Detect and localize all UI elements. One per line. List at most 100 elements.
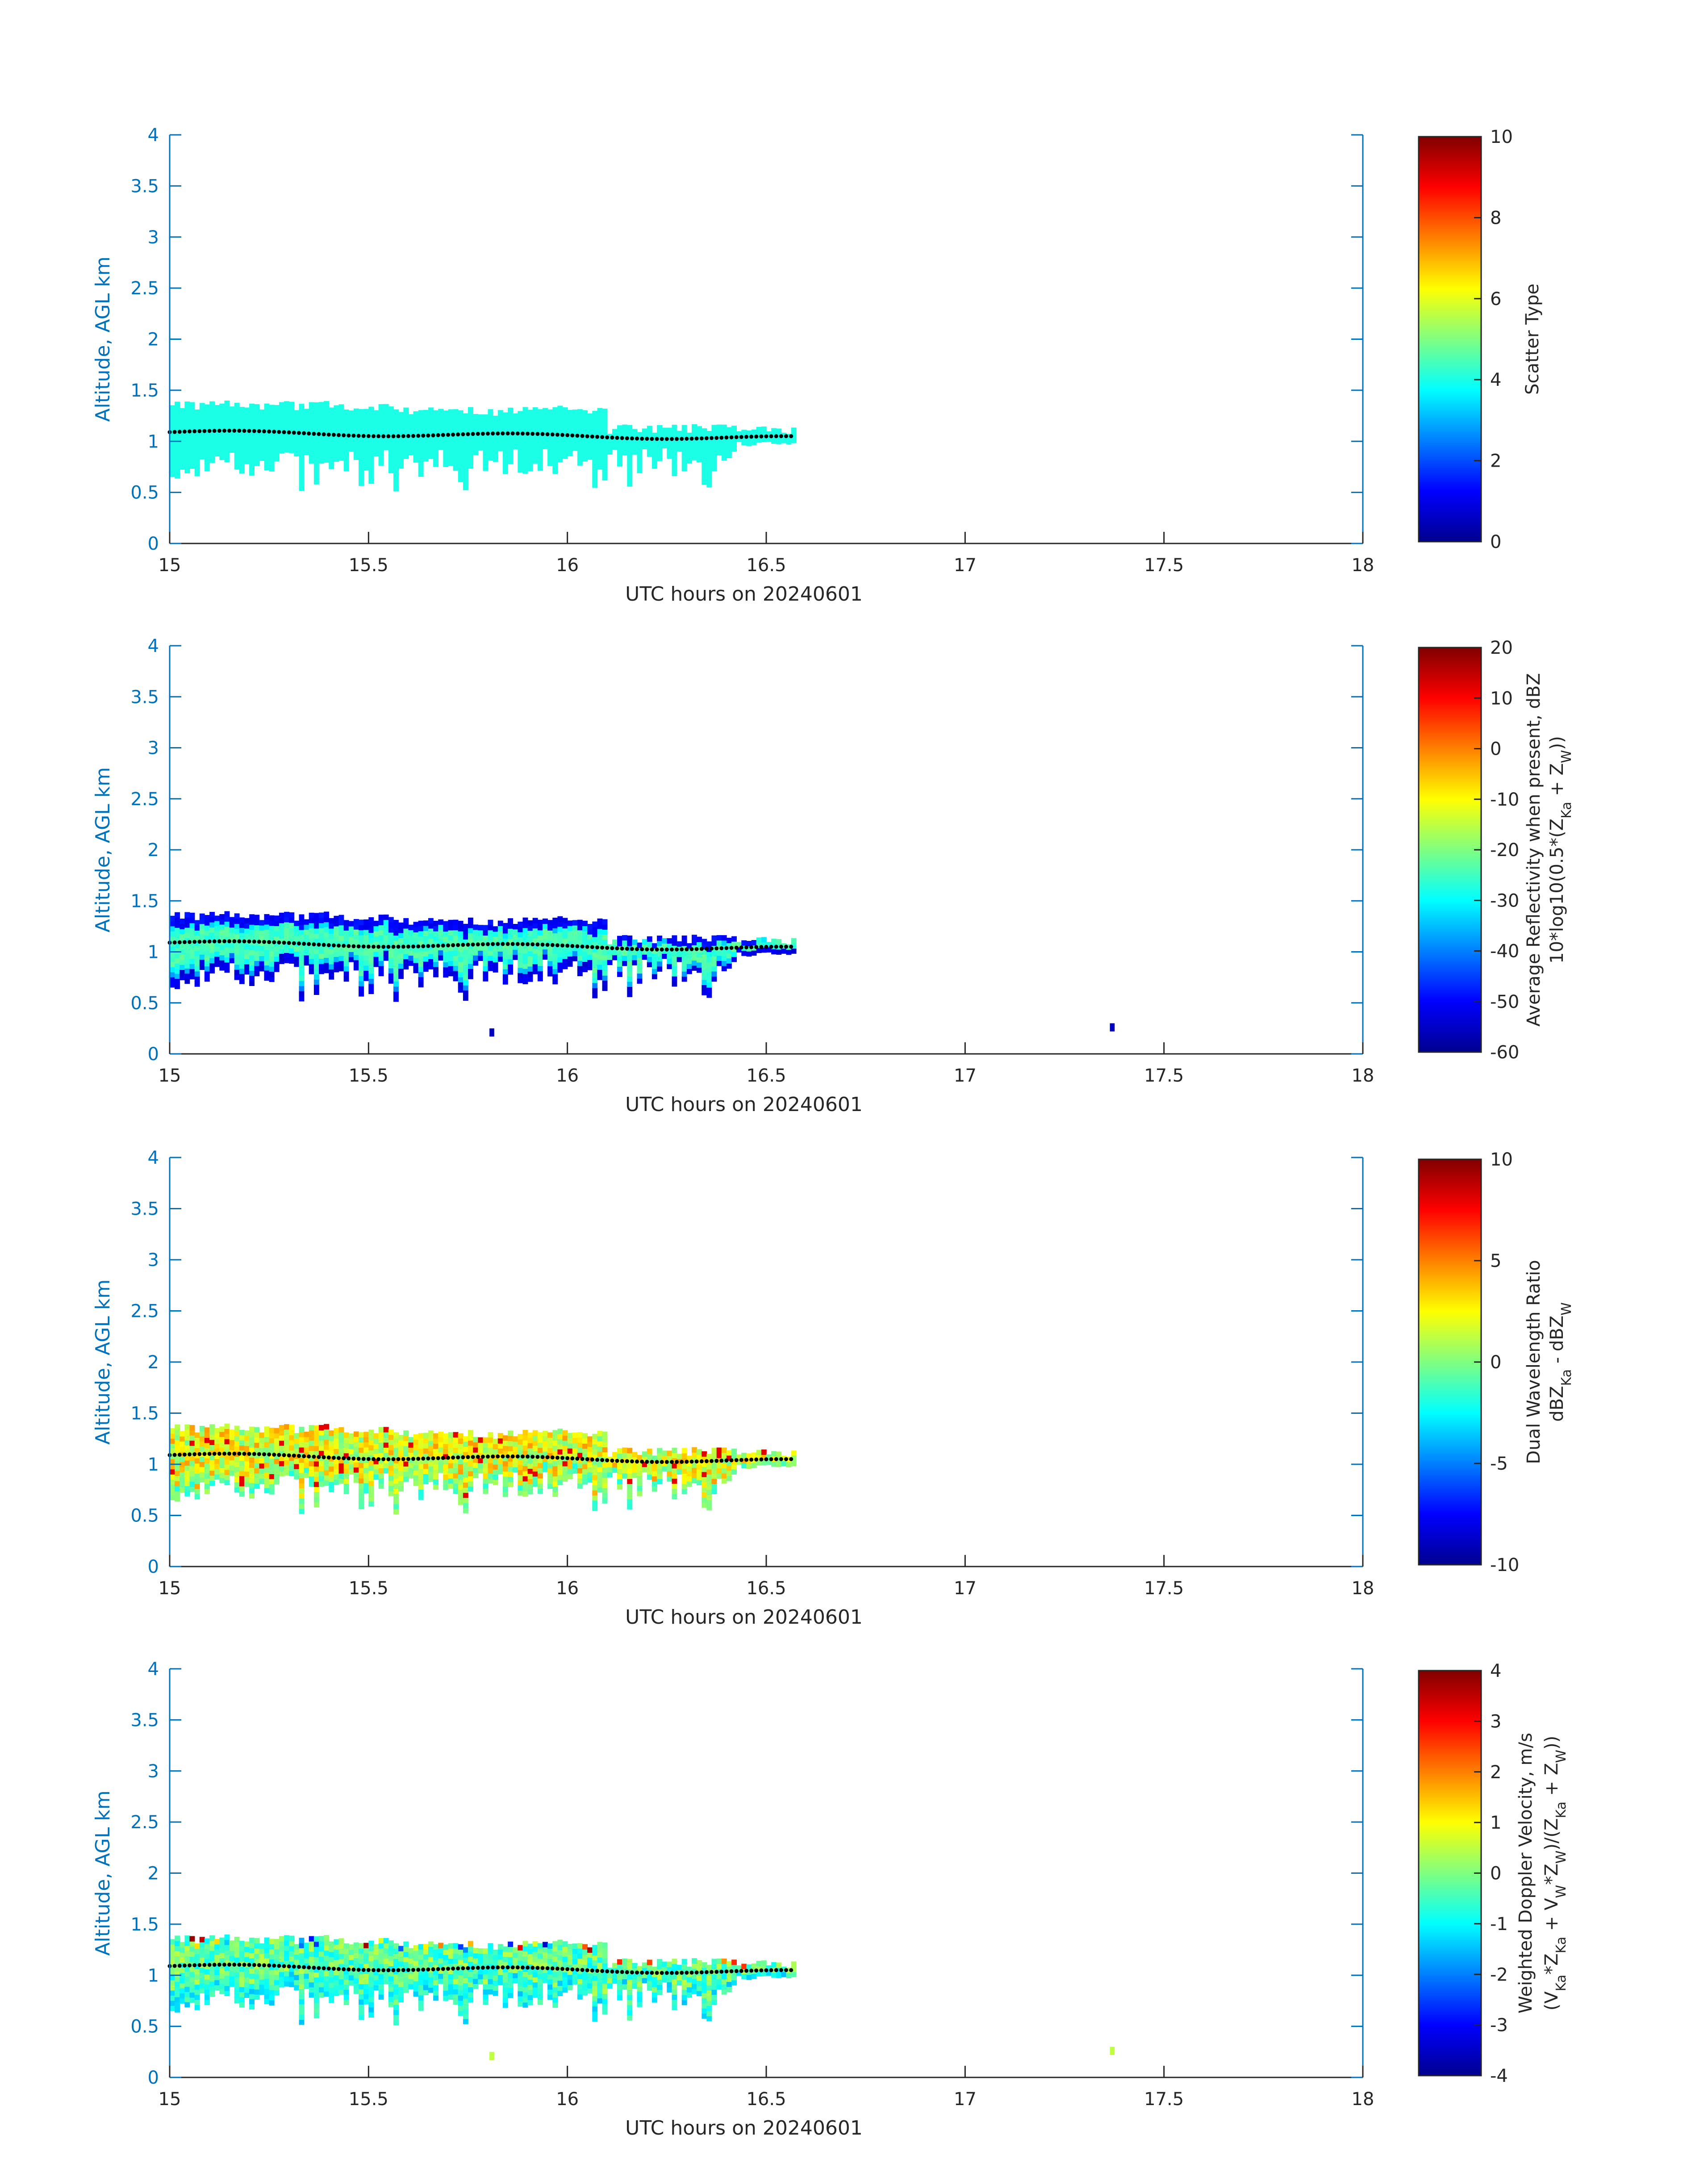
heatmap-cell	[319, 1946, 324, 1952]
cloud-dot	[252, 1452, 256, 1456]
heatmap-cell	[488, 1948, 493, 1954]
heatmap-cell	[567, 451, 573, 456]
heatmap-cell	[204, 1953, 210, 1960]
heatmap-cell	[175, 1465, 180, 1471]
heatmap-cell	[438, 935, 444, 940]
heatmap-cell	[338, 1979, 344, 1985]
heatmap-cell	[562, 1446, 568, 1451]
heatmap-cell	[706, 946, 712, 952]
heatmap-cell	[592, 952, 598, 958]
heatmap-cell	[497, 931, 503, 936]
heatmap-cell	[651, 1471, 657, 1477]
heatmap-cell	[403, 1962, 409, 1968]
heatmap-cell	[264, 1937, 270, 1943]
heatmap-cell	[488, 1953, 493, 1959]
heatmap-cell	[398, 1440, 404, 1446]
heatmap-cell	[518, 1439, 523, 1445]
heatmap-cell	[388, 468, 394, 473]
heatmap-cell	[249, 1447, 255, 1453]
heatmap-cell	[408, 1958, 414, 1964]
heatmap-cell	[597, 428, 603, 434]
heatmap-cell	[781, 438, 787, 443]
heatmap-cell	[547, 445, 553, 451]
heatmap-cell	[433, 946, 438, 952]
heatmap-cell	[353, 1973, 359, 1979]
heatmap-cell	[622, 450, 627, 456]
heatmap-cell	[438, 1442, 444, 1448]
cloud-dot	[222, 939, 226, 944]
heatmap-cell	[408, 450, 414, 455]
heatmap-cell	[398, 1471, 404, 1476]
heatmap-cell	[786, 434, 792, 439]
heatmap-cell	[627, 976, 633, 982]
heatmap-cell	[249, 914, 255, 920]
cloud-dot	[232, 939, 237, 944]
cloud-dot	[411, 944, 415, 949]
label-segment: 10*log10(0.5*(Z	[1547, 819, 1567, 964]
heatmap-cell	[294, 1980, 300, 1985]
heatmap-cell	[204, 956, 210, 961]
cloud-dot	[605, 946, 610, 950]
heatmap-cell	[219, 1989, 225, 1994]
heatmap-cell	[378, 965, 384, 971]
cloud-dot	[406, 434, 410, 438]
cloud-dot	[356, 1457, 361, 1461]
heatmap-cell	[547, 435, 553, 441]
heatmap-cell	[497, 435, 503, 441]
heatmap-cell	[363, 1483, 369, 1489]
heatmap-cell	[532, 412, 538, 418]
heatmap-cell	[592, 1433, 598, 1440]
heatmap-cell	[657, 445, 662, 451]
heatmap-cell	[304, 1437, 309, 1442]
heatmap-cell	[706, 982, 712, 988]
heatmap-cell	[587, 1462, 593, 1467]
heatmap-cell	[259, 1458, 265, 1464]
heatmap-cell	[170, 472, 175, 477]
heatmap-cell	[244, 1466, 250, 1472]
heatmap-cell	[651, 1466, 657, 1471]
heatmap-cell	[234, 1477, 240, 1483]
heatmap-cell	[577, 445, 583, 451]
heatmap-cell	[597, 433, 603, 439]
heatmap-cell	[483, 419, 489, 425]
heatmap-cell	[359, 919, 364, 925]
heatmap-cell	[711, 460, 717, 466]
heatmap-cell	[647, 1449, 652, 1454]
heatmap-cell	[393, 955, 399, 961]
heatmap-cell	[413, 416, 419, 422]
heatmap-cell	[552, 1435, 558, 1441]
heatmap-cell	[359, 1447, 364, 1453]
heatmap-cell	[448, 1964, 454, 1969]
heatmap-cell	[229, 1470, 235, 1476]
heatmap-cell	[373, 936, 379, 942]
heatmap-cell	[359, 1478, 364, 1484]
heatmap-cell	[254, 1458, 260, 1463]
heatmap-cell	[214, 1980, 220, 1985]
heatmap-cell	[254, 945, 260, 951]
heatmap-cell	[304, 1943, 309, 1948]
heatmap-cell	[433, 446, 438, 451]
heatmap-cell	[706, 441, 712, 447]
heatmap-cell	[373, 420, 379, 426]
heatmap-cell	[771, 428, 777, 434]
heatmap-cell	[433, 1464, 438, 1470]
heatmap-cell	[502, 458, 508, 464]
heatmap-cell	[706, 476, 712, 482]
heatmap-cell	[697, 967, 702, 973]
heatmap-cell	[463, 474, 468, 480]
heatmap-cell	[313, 959, 319, 965]
heatmap-cell	[184, 406, 190, 412]
heatmap-cell	[677, 436, 682, 442]
heatmap-cell	[184, 953, 190, 959]
cloud-dot	[774, 434, 778, 439]
heatmap-cell	[607, 959, 613, 965]
heatmap-cell	[552, 438, 558, 443]
heatmap-cell	[189, 1430, 195, 1436]
heatmap-cell	[502, 1435, 508, 1441]
heatmap-cell	[234, 1482, 240, 1488]
heatmap-cell	[383, 1963, 389, 1969]
heatmap-cell	[338, 1463, 344, 1469]
heatmap-cell	[259, 1437, 265, 1443]
heatmap-cell	[692, 960, 697, 966]
heatmap-cell	[657, 956, 662, 961]
